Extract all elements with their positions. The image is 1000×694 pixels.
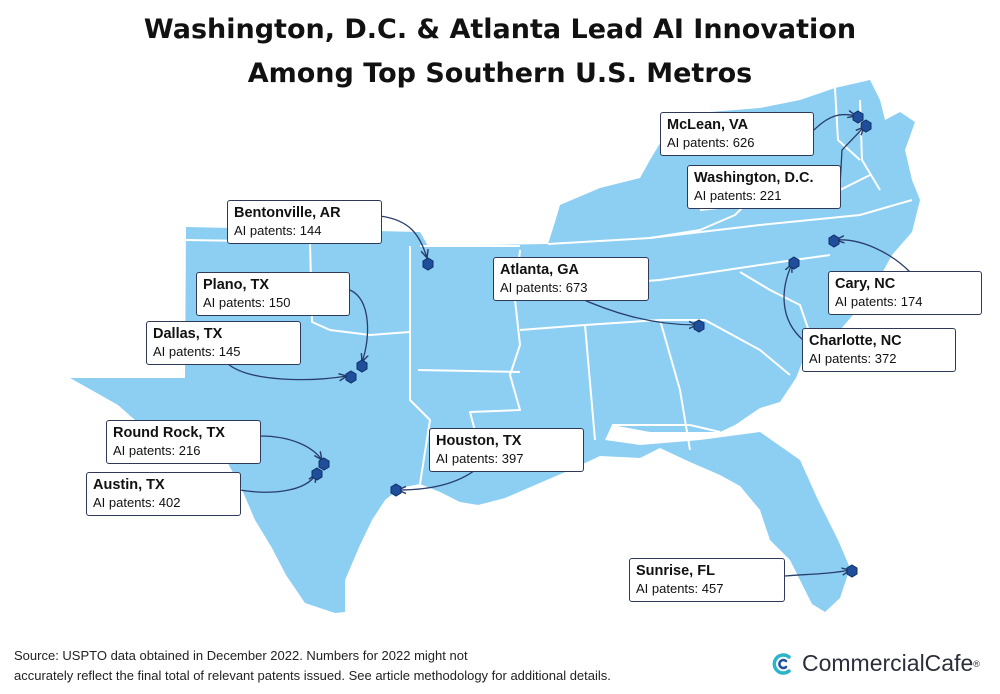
metro-patents: AI patents: 145: [153, 344, 241, 359]
connector-cary: [836, 240, 911, 273]
marker-austin: [311, 467, 323, 481]
marker-charlotte: [788, 256, 800, 270]
metro-patents: AI patents: 150: [203, 295, 291, 310]
marker-dallas: [345, 370, 357, 384]
metro-patents: AI patents: 372: [809, 351, 897, 366]
label-sunrise: Sunrise, FL AI patents: 457: [629, 558, 785, 602]
label-mclean: McLean, VA AI patents: 626: [660, 112, 814, 156]
metro-name: Washington, D.C.: [694, 170, 814, 186]
metro-patents: AI patents: 174: [835, 294, 923, 309]
metro-name: Houston, TX: [436, 433, 522, 449]
label-houston: Houston, TX AI patents: 397: [429, 428, 584, 472]
marker-cary: [828, 234, 840, 248]
connector-austin: [239, 474, 316, 493]
marker-roundrock: [318, 457, 330, 471]
source-note: Source: USPTO data obtained in December …: [14, 646, 611, 686]
source-note-line-2: accurately reflect the final total of re…: [14, 668, 611, 683]
metro-name: Bentonville, AR: [234, 205, 341, 221]
label-dallas: Dallas, TX AI patents: 145: [146, 321, 301, 365]
connector-mclean: [813, 115, 856, 131]
label-washington: Washington, D.C. AI patents: 221: [687, 165, 841, 209]
metro-patents: AI patents: 216: [113, 443, 201, 458]
commercialcafe-logo-icon: [772, 652, 791, 675]
metro-patents: AI patents: 397: [436, 451, 524, 466]
marker-bentonville: [422, 257, 434, 271]
label-charlotte: Charlotte, NC AI patents: 372: [802, 328, 956, 372]
marker-atlanta: [693, 319, 705, 333]
label-atlanta: Atlanta, GA AI patents: 673: [493, 257, 649, 301]
metro-patents: AI patents: 457: [636, 581, 724, 596]
map-title-line-1: Washington, D.C. & Atlanta Lead AI Innov…: [143, 14, 857, 45]
metro-name: Austin, TX: [93, 477, 165, 493]
connector-roundrock: [259, 435, 322, 460]
marker-plano: [356, 359, 368, 373]
metro-patents: AI patents: 144: [234, 223, 322, 238]
metro-name: Sunrise, FL: [636, 563, 715, 579]
metro-name: Charlotte, NC: [809, 333, 902, 349]
marker-houston: [390, 483, 402, 497]
label-roundrock: Round Rock, TX AI patents: 216: [106, 420, 261, 464]
map-title: Washington, D.C. & Atlanta Lead AI Innov…: [0, 8, 1000, 96]
metro-patents: AI patents: 221: [694, 188, 782, 203]
marker-washington: [860, 119, 872, 133]
source-note-line-1: Source: USPTO data obtained in December …: [14, 648, 468, 663]
connector-plano: [349, 289, 368, 362]
metro-markers: [311, 110, 872, 578]
connector-atlanta: [574, 295, 697, 325]
brand-logo: CommercialCafe ®: [770, 650, 980, 677]
brand-name: CommercialCafe: [802, 650, 974, 676]
metro-patents: AI patents: 402: [93, 495, 181, 510]
metro-patents: AI patents: 626: [667, 135, 755, 150]
metro-name: Round Rock, TX: [113, 425, 225, 441]
connector-charlotte: [783, 264, 804, 341]
marker-sunrise: [846, 564, 858, 578]
metro-name: Plano, TX: [203, 277, 270, 293]
metro-name: Cary, NC: [835, 276, 896, 292]
label-plano: Plano, TX AI patents: 150: [196, 272, 350, 316]
connectors: [227, 115, 911, 577]
marker-mclean: [852, 110, 864, 124]
label-austin: Austin, TX AI patents: 402: [86, 472, 241, 516]
label-bentonville: Bentonville, AR AI patents: 144: [227, 200, 382, 244]
brand-registered-mark: ®: [973, 658, 980, 669]
map-title-line-2: Among Top Southern U.S. Metros: [247, 58, 753, 89]
connector-dallas: [227, 363, 347, 380]
metro-name: McLean, VA: [667, 117, 749, 133]
metro-patents: AI patents: 673: [500, 280, 588, 295]
metro-name: Atlanta, GA: [500, 262, 579, 278]
label-cary: Cary, NC AI patents: 174: [828, 271, 982, 315]
connector-sunrise: [784, 570, 850, 577]
connector-bentonville: [379, 215, 427, 258]
southern-region-landmass: [70, 80, 920, 613]
metro-name: Dallas, TX: [153, 326, 223, 342]
